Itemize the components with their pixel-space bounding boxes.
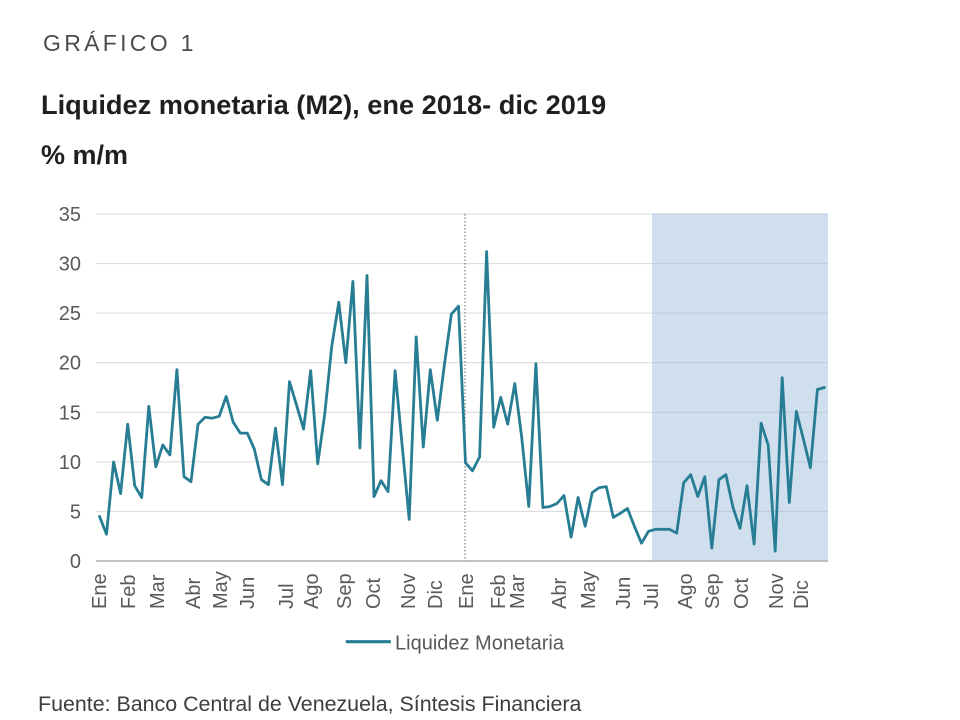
svg-text:Nov: Nov <box>398 573 420 609</box>
svg-text:Jul: Jul <box>276 583 298 609</box>
svg-text:20: 20 <box>59 353 81 375</box>
svg-text:Nov: Nov <box>766 573 788 609</box>
svg-text:Liquidez Monetaria: Liquidez Monetaria <box>395 633 565 655</box>
svg-text:Jul: Jul <box>641 583 663 609</box>
svg-text:15: 15 <box>59 402 81 424</box>
svg-text:Abr: Abr <box>549 578 571 609</box>
svg-text:35: 35 <box>59 204 81 226</box>
svg-text:Oct: Oct <box>731 577 753 609</box>
svg-text:Mar: Mar <box>507 574 529 609</box>
svg-text:Dic: Dic <box>425 580 447 609</box>
svg-text:Ene: Ene <box>89 573 111 609</box>
svg-text:Jun: Jun <box>613 577 635 609</box>
svg-text:Sep: Sep <box>334 573 356 609</box>
svg-text:25: 25 <box>59 303 81 325</box>
svg-text:Mar: Mar <box>147 574 169 609</box>
svg-text:5: 5 <box>70 501 81 523</box>
svg-text:Feb: Feb <box>118 575 140 609</box>
svg-text:Ago: Ago <box>675 573 697 609</box>
svg-text:Ago: Ago <box>301 573 323 609</box>
svg-text:Ene: Ene <box>456 573 478 609</box>
svg-text:May: May <box>210 571 232 609</box>
svg-text:0: 0 <box>70 551 81 573</box>
svg-text:Feb: Feb <box>488 575 510 609</box>
svg-text:30: 30 <box>59 254 81 276</box>
svg-text:Dic: Dic <box>791 580 813 609</box>
svg-text:May: May <box>578 571 600 609</box>
svg-text:Sep: Sep <box>702 573 724 609</box>
svg-text:Jun: Jun <box>237 577 259 609</box>
svg-text:Abr: Abr <box>183 578 205 609</box>
svg-text:Oct: Oct <box>363 577 385 609</box>
svg-text:10: 10 <box>59 452 81 474</box>
